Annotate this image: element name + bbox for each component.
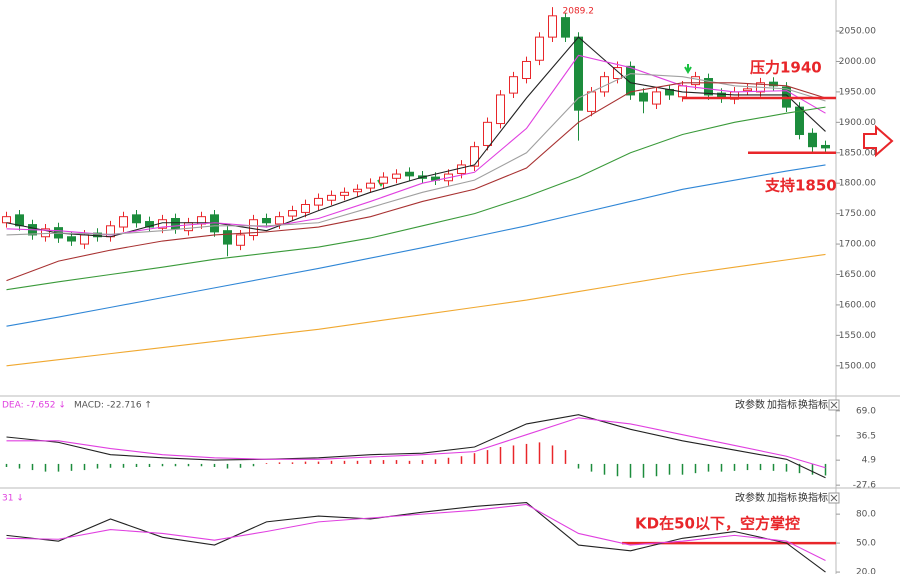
candle-body	[535, 36, 544, 61]
toolbar-button[interactable]: 改参数	[735, 398, 765, 411]
y-tick-label: 20.0	[856, 568, 876, 574]
indicator-line	[6, 414, 826, 479]
indicator-header: DEA: -7.652 ↓	[2, 401, 66, 411]
annotation: 2089.2	[563, 7, 595, 17]
reference-label: KD在50以下，空方掌控	[635, 515, 800, 533]
y-tick-label: 1950.00	[839, 87, 876, 97]
y-tick-label: 36.5	[856, 431, 876, 441]
y-tick-label: 1500.00	[839, 361, 876, 371]
y-tick-label: 1600.00	[839, 300, 876, 310]
candle-body	[652, 91, 661, 105]
candle-body	[470, 146, 479, 167]
candle-body	[639, 92, 648, 102]
candle-body	[2, 216, 11, 224]
candle-body	[340, 191, 349, 196]
indicator-line	[6, 503, 826, 561]
candle-body	[392, 173, 401, 179]
candle-body	[405, 171, 414, 177]
arrow-icon	[863, 124, 894, 158]
candle-body	[93, 232, 102, 238]
signal-icon	[684, 64, 692, 74]
candle-body	[379, 176, 388, 184]
candle-body	[184, 222, 193, 232]
candle-body	[67, 236, 76, 242]
candle-body	[314, 197, 323, 206]
candle-body	[223, 230, 232, 245]
y-tick-label: 1550.00	[839, 331, 876, 341]
candle-body	[366, 182, 375, 189]
candle-body	[288, 210, 297, 217]
y-tick-label: 4.9	[862, 456, 877, 466]
y-tick-label: 1650.00	[839, 270, 876, 280]
candle-body	[119, 216, 128, 228]
indicator-line	[6, 73, 826, 236]
candle-body	[171, 217, 180, 230]
y-tick-label: 2000.00	[839, 57, 876, 67]
y-tick-label: 69.0	[856, 406, 876, 416]
candle-body	[145, 221, 154, 228]
candle-body	[613, 67, 622, 80]
candle-body	[704, 78, 713, 96]
indicator-line	[6, 36, 826, 238]
indicator-line	[6, 54, 826, 236]
toolbar-button[interactable]: 换指标	[798, 398, 828, 411]
candle-body	[808, 132, 817, 148]
candle-body	[353, 188, 362, 193]
indicator-line	[6, 501, 826, 573]
candle-body	[626, 65, 635, 96]
candle-body	[587, 91, 596, 112]
toolbar-button[interactable]: 改参数	[735, 491, 765, 504]
reference-label: 压力1940	[750, 59, 822, 77]
y-tick-label: 1850.00	[839, 148, 876, 158]
candle-body	[275, 216, 284, 225]
y-tick-label: 2050.00	[839, 27, 876, 37]
toolbar-button[interactable]: 加指标	[767, 491, 797, 504]
reference-label: 支持1850	[764, 177, 837, 195]
y-tick-label: 1800.00	[839, 179, 876, 189]
candle-body	[132, 214, 141, 224]
indicator-line	[6, 164, 826, 327]
close-icon	[830, 401, 838, 409]
candle-body	[262, 217, 271, 224]
y-tick-label: 1900.00	[839, 118, 876, 128]
candle-body	[691, 76, 700, 86]
candle-body	[509, 76, 518, 94]
candle-body	[574, 36, 583, 111]
indicator-line	[6, 106, 826, 291]
toolbar-button[interactable]: 换指标	[798, 491, 828, 504]
close-icon	[830, 494, 838, 502]
indicator-header: 31 ↓	[2, 494, 24, 504]
candle-body	[821, 144, 830, 149]
candle-body	[15, 214, 24, 227]
y-tick-label: 1750.00	[839, 209, 876, 219]
candle-body	[769, 81, 778, 87]
y-tick-label: 1700.00	[839, 240, 876, 250]
indicator-line	[6, 417, 826, 469]
candle-body	[561, 17, 570, 38]
candle-body	[483, 121, 492, 146]
candle-body	[327, 194, 336, 201]
y-tick-label: 80.0	[856, 510, 876, 520]
candle-body	[548, 15, 557, 38]
y-tick-label: -27.6	[853, 481, 877, 491]
candle-body	[41, 228, 50, 238]
y-tick-label: 50.0	[856, 539, 876, 549]
toolbar-button[interactable]: 加指标	[767, 398, 797, 411]
indicator-header: MACD: -22.716 ↑	[74, 401, 152, 411]
candle-body	[301, 203, 310, 213]
candle-body	[80, 234, 89, 245]
candle-body	[522, 60, 531, 80]
indicator-line	[6, 253, 826, 367]
indicator-line	[6, 82, 826, 282]
candle-body	[236, 234, 245, 246]
candle-body	[496, 94, 505, 125]
candle-body	[743, 88, 752, 92]
